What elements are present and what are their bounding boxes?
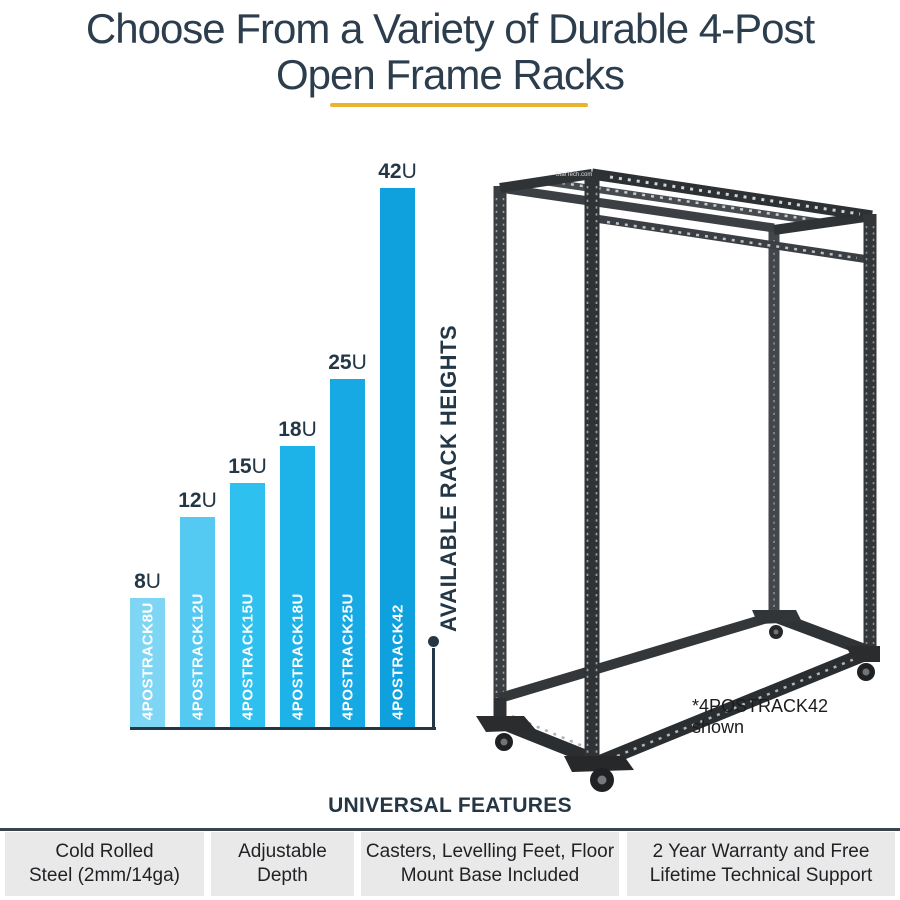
page-title: Choose From a Variety of Durable 4-Post … [0,6,900,98]
bar-value-42u: 42U [378,160,417,183]
bar-value-15u: 15U [228,455,267,478]
page-title-line1: Choose From a Variety of Durable 4-Post [85,5,815,52]
bar-4postrack25u: 4POSTRACK25U [330,379,365,727]
bar-value-8u: 8U [134,570,161,593]
rack-caption-model: *4POSTRACK42 [692,696,829,716]
bar-model-label: 4POSTRACK15U [239,592,256,720]
bar-model-label: 4POSTRACK12U [189,592,206,720]
bar-4postrack15u: 4POSTRACK15U [230,483,265,727]
features-divider-line [0,828,900,831]
bar-model-label: 4POSTRACK25U [339,592,356,720]
bar-model-label: 4POSTRACK8U [139,601,156,720]
feature-cell-mounting: Casters, Levelling Feet, Floor Mount Bas… [361,832,619,896]
features-heading: UNIVERSAL FEATURES [328,794,572,817]
axis-leader-dot [428,636,439,647]
page-title-line2: Open Frame Racks [275,51,625,98]
feature-cell-material: Cold Rolled Steel (2mm/14ga) [5,832,204,896]
bar-4postrack42: 4POSTRACK42 [380,188,415,727]
bar-value-18u: 18U [278,418,317,441]
axis-leader-line [432,648,435,727]
rack-brand-label: StarTech.com [556,172,593,178]
bar-4postrack18u: 4POSTRACK18U [280,446,315,727]
rack-product-photo: StarTech.com [476,168,880,792]
bar-model-label: 4POSTRACK18U [289,592,306,720]
feature-cell-depth: Adjustable Depth [211,832,354,896]
bar-4postrack12u: 4POSTRACK12U [180,517,215,727]
bar-4postrack8u: 4POSTRACK8U [130,598,165,727]
rack-caption: *4POSTRACK42 shown [692,696,892,738]
rack-caption-shown: shown [692,717,745,737]
bar-model-label: 4POSTRACK42 [389,604,406,720]
title-accent-underline [330,103,588,107]
bar-value-12u: 12U [178,489,217,512]
feature-cell-warranty: 2 Year Warranty and Free Lifetime Techni… [627,832,895,896]
bar-value-25u: 25U [328,351,367,374]
chart-baseline [130,727,436,730]
